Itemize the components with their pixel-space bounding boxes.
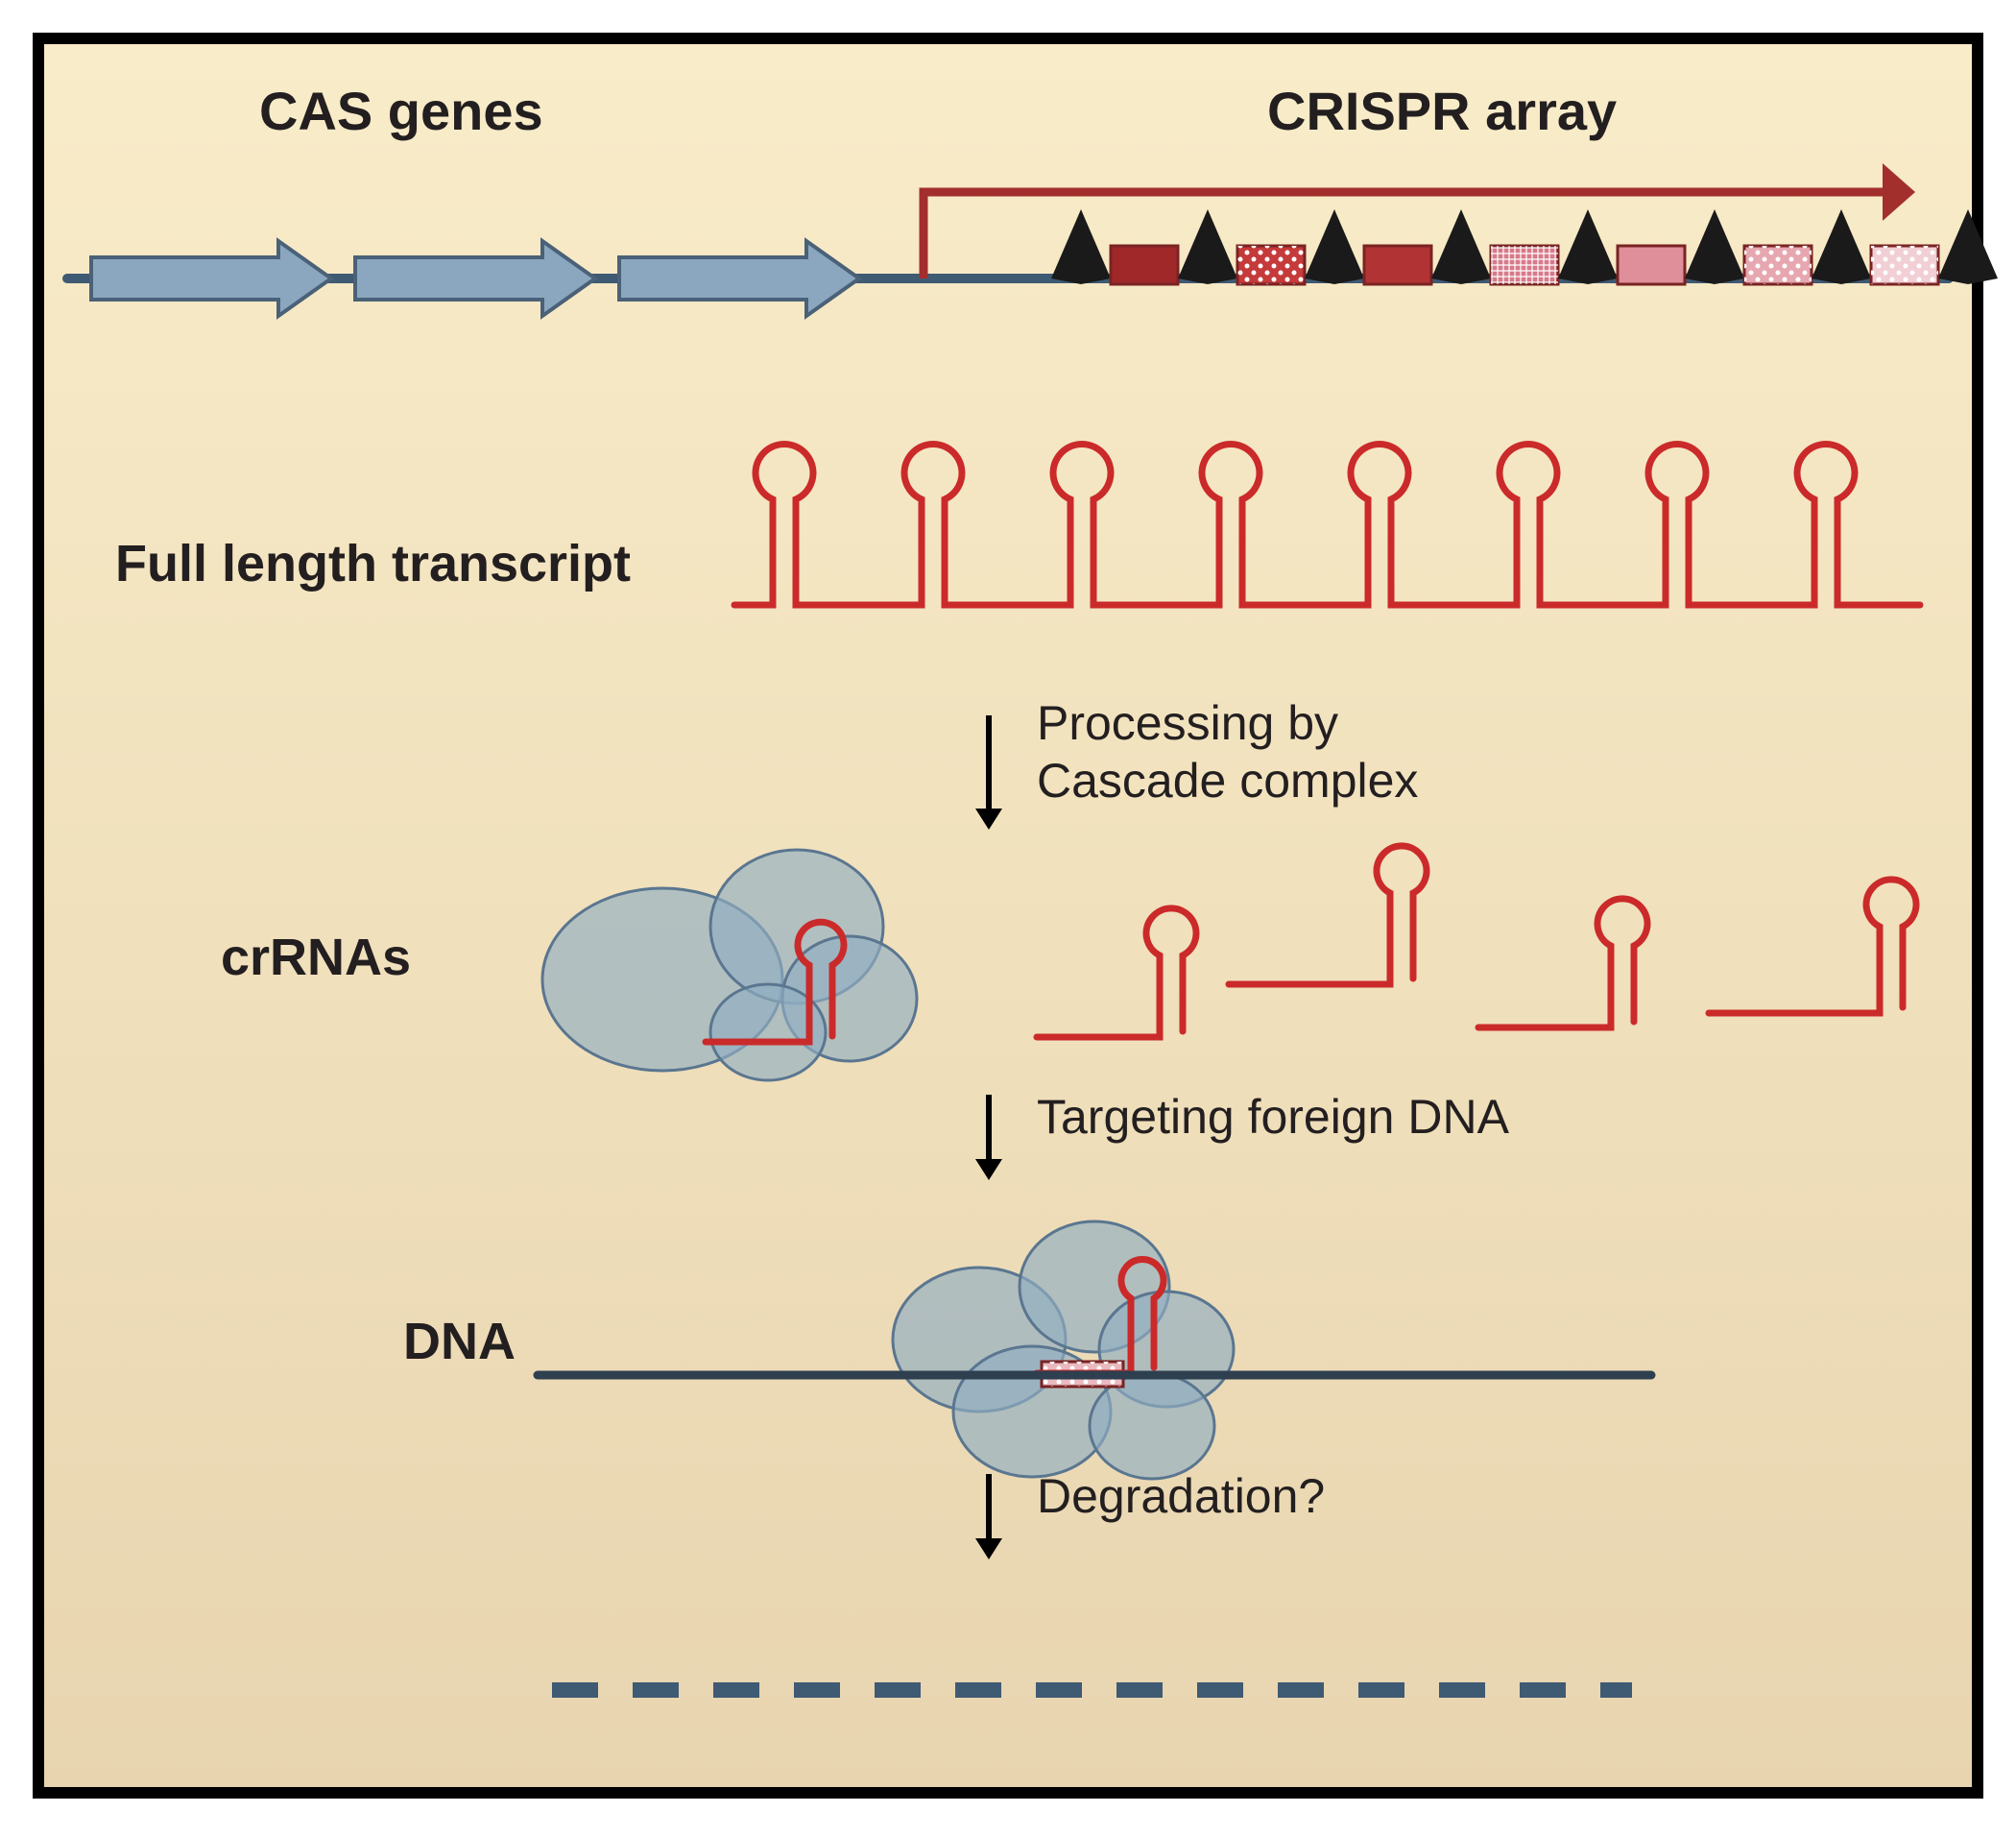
label-full_transcript: Full length transcript — [115, 535, 631, 592]
crispr-spacer — [1111, 246, 1178, 284]
label-step1: Processing by — [1037, 696, 1338, 750]
label-cas_genes: CAS genes — [259, 81, 543, 141]
diagram-svg: CAS genes CRISPR array Full length transcr… — [0, 0, 2016, 1831]
label-step2: Targeting foreign DNA — [1037, 1090, 1510, 1144]
crispr-spacer — [1364, 246, 1431, 284]
label-step1b: Cascade complex — [1037, 754, 1418, 808]
label-dna: DNA — [403, 1313, 516, 1370]
crispr-spacer — [1618, 246, 1685, 284]
label-crRNAs: crRNAs — [221, 929, 411, 986]
diagram-canvas: CAS genes CRISPR array Full length transcr… — [0, 0, 2016, 1831]
panel-frame — [38, 38, 1978, 1793]
label-crispr_array: CRISPR array — [1267, 81, 1617, 141]
protein-blob — [1090, 1373, 1214, 1479]
label-step3: Degradation? — [1037, 1469, 1325, 1523]
